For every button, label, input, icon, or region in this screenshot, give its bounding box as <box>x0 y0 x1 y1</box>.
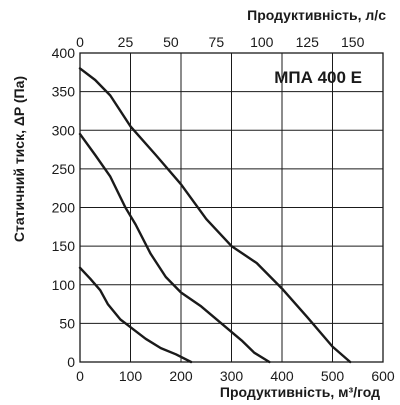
y-tick-label: 0 <box>67 354 75 370</box>
performance-curve-2 <box>78 132 271 364</box>
x-tick-label: 0 <box>76 368 84 384</box>
plot-frame <box>79 52 384 363</box>
y-tick-label: 300 <box>52 122 76 138</box>
y-axis-ticks: 0 50 100 150 200 250 300 350 400 <box>52 45 76 370</box>
x-axis-title: Продуктивність, м³/год <box>220 384 380 400</box>
x2-axis-title: Продуктивність, л/с <box>247 7 386 23</box>
y-tick-label: 150 <box>52 238 76 254</box>
y-tick-label: 400 <box>52 45 76 61</box>
x-tick-label: 200 <box>169 368 193 384</box>
top-tick-label: 25 <box>118 34 134 50</box>
grid <box>79 52 384 363</box>
y-tick-label: 100 <box>52 277 76 293</box>
top-tick-label: 125 <box>296 34 320 50</box>
top-tick-label: 0 <box>76 34 84 50</box>
y-tick-label: 50 <box>59 315 75 331</box>
x-tick-label: 100 <box>119 368 143 384</box>
x-tick-label: 400 <box>270 368 294 384</box>
y-tick-label: 350 <box>52 84 76 100</box>
top-tick-label: 75 <box>209 34 225 50</box>
x-tick-label: 300 <box>220 368 244 384</box>
y-axis-title: Статичний тиск, ΔP (Па) <box>11 76 27 242</box>
top-tick-label: 100 <box>250 34 274 50</box>
y-tick-label: 250 <box>52 161 76 177</box>
model-label: МПА 400 Е <box>274 68 362 87</box>
performance-curve-3 <box>78 266 193 364</box>
x-axis-ticks: 0 100 200 300 400 500 600 <box>76 368 395 384</box>
performance-curves <box>78 67 352 364</box>
x-tick-label: 500 <box>321 368 345 384</box>
performance-curve-1 <box>78 67 352 364</box>
top-tick-label: 50 <box>163 34 179 50</box>
y-tick-label: 200 <box>52 200 76 216</box>
top-axis-ticks: 0 25 50 75 100 125 150 <box>76 34 364 50</box>
top-tick-label: 150 <box>341 34 365 50</box>
x-tick-label: 600 <box>371 368 395 384</box>
